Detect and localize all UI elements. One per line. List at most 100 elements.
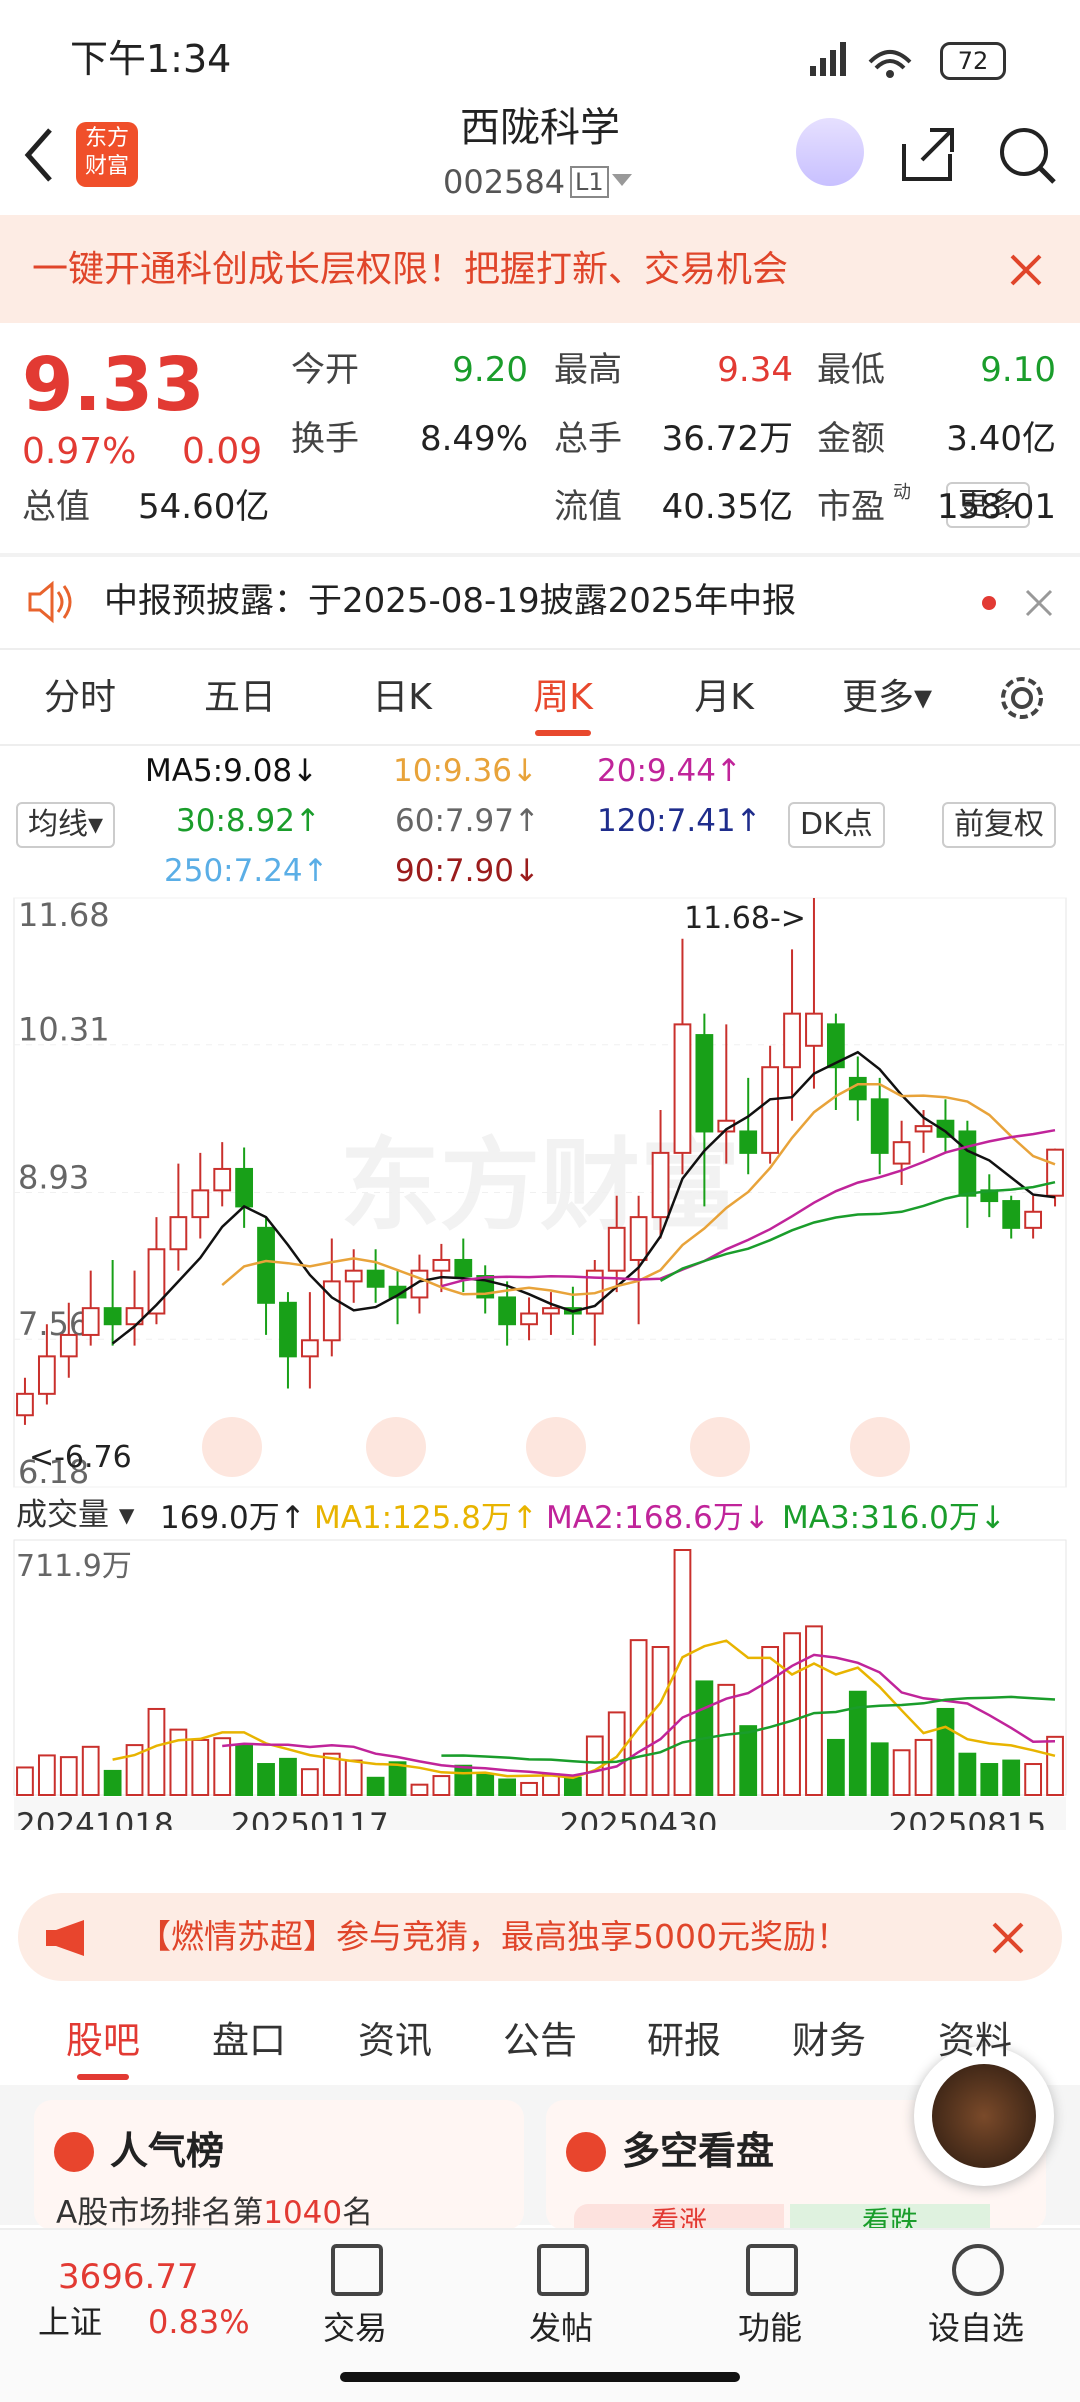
candle-body xyxy=(432,1258,451,1272)
y-tick-label: 8.93 xyxy=(18,1159,89,1197)
nav-icon[interactable] xyxy=(537,2244,589,2296)
banner-bg[interactable] xyxy=(0,215,1080,323)
y-tick-label: 11.68 xyxy=(18,896,110,934)
content-tab[interactable]: 研报 xyxy=(647,2019,721,2062)
content-tab[interactable]: 股吧 xyxy=(66,2019,140,2062)
volume-bar xyxy=(125,1744,144,1796)
volume-bar xyxy=(717,1683,736,1797)
field-label: 换手 xyxy=(291,419,359,459)
x-tick-label: 20241018 xyxy=(16,1807,174,1830)
period-tab[interactable]: 五日 xyxy=(203,677,276,718)
volume-ma-item: MA3:316.0万↓ xyxy=(782,1500,1006,1536)
index-name[interactable]: 上证 xyxy=(38,2303,103,2341)
chart-control[interactable] xyxy=(202,1417,262,1477)
card-title: 人气榜 xyxy=(110,2129,225,2173)
ma-legend-item: MA5:9.08↓ xyxy=(145,753,319,789)
ad-text[interactable]: 【燃情苏超】参与竞猜，最高独享5000元奖励！ xyxy=(138,1917,849,1956)
candle-body xyxy=(279,1301,297,1358)
ma-selector[interactable]: 均线▾ xyxy=(16,802,116,848)
divider xyxy=(0,648,1080,650)
floating-button[interactable] xyxy=(914,2046,1054,2186)
volume-max-label: 711.9万 xyxy=(16,1549,132,1584)
volume-bar xyxy=(958,1752,977,1797)
candle-body xyxy=(366,1269,385,1288)
volume-bar xyxy=(169,1728,188,1796)
volume-bar xyxy=(37,1754,56,1796)
candle-body xyxy=(914,1125,933,1133)
volume-bar xyxy=(826,1738,845,1797)
period-tab[interactable]: 日K xyxy=(372,677,432,718)
nav-icon[interactable] xyxy=(952,2244,1004,2296)
volume-selector[interactable]: 成交量 ▾ xyxy=(16,1497,135,1533)
volume-bar xyxy=(805,1625,823,1796)
ma-line xyxy=(441,1128,1056,1288)
dk-button[interactable]: DK点 xyxy=(788,802,885,848)
back-button[interactable] xyxy=(20,125,60,185)
banner-close[interactable] xyxy=(1008,252,1044,288)
candle-body xyxy=(257,1226,275,1304)
volume-bar xyxy=(103,1769,122,1797)
header-icons[interactable] xyxy=(900,124,1080,184)
nav-label[interactable]: 发帖 xyxy=(528,2309,593,2347)
candle-body xyxy=(235,1167,254,1208)
volume-ma-line xyxy=(441,1695,1056,1764)
candle-body xyxy=(147,1248,166,1315)
banner-text[interactable]: 一键开通科创成长层权限！把握打新、交易机会 xyxy=(32,249,789,290)
content-tab[interactable]: 资料 xyxy=(938,2019,1012,2062)
candle-body xyxy=(388,1285,407,1299)
chart-control[interactable] xyxy=(526,1417,586,1477)
index-pct[interactable]: 0.83% xyxy=(148,2303,250,2341)
volume-bar xyxy=(563,1776,582,1797)
ma-legend-item: 30:8.92↑ xyxy=(176,803,321,839)
chart-control[interactable] xyxy=(850,1417,910,1477)
nav-icon[interactable] xyxy=(331,2244,383,2296)
volume-bar xyxy=(257,1763,275,1797)
nav-label[interactable]: 设自选 xyxy=(927,2309,1024,2347)
index-value[interactable]: 3696.77 xyxy=(58,2257,199,2297)
volume-bar xyxy=(848,1690,867,1797)
field-value: 9.20 xyxy=(452,350,528,390)
candle-body xyxy=(958,1130,977,1197)
nav-icon[interactable] xyxy=(746,2244,798,2296)
period-tab[interactable]: 更多▾ xyxy=(841,677,933,718)
notice-text[interactable]: 中报预披露：于2025-08-19披露2025年中报 xyxy=(104,581,797,621)
notice-close[interactable] xyxy=(1024,588,1054,618)
volume-bar xyxy=(629,1639,648,1797)
candle-body xyxy=(344,1269,363,1283)
y-tick-label: 7.56 xyxy=(18,1305,89,1343)
volume-bar xyxy=(410,1783,429,1797)
card[interactable] xyxy=(34,2100,524,2230)
volume-bar xyxy=(542,1773,560,1796)
period-tab[interactable]: 分时 xyxy=(43,677,116,718)
x-tick-label: 20250117 xyxy=(231,1807,389,1830)
field-value: 158.01 xyxy=(937,487,1056,527)
megaphone-icon xyxy=(46,1920,84,1956)
field-label: 金额 xyxy=(817,419,885,459)
nav-label[interactable]: 交易 xyxy=(322,2309,387,2347)
card-title: 多空看盘 xyxy=(622,2129,775,2173)
adjust-button[interactable]: 前复权 xyxy=(942,802,1056,848)
period-tab[interactable]: 月K xyxy=(694,677,754,718)
period-tab[interactable]: 周K xyxy=(533,677,593,718)
content-tab[interactable]: 财务 xyxy=(792,2019,866,2062)
ma-legend-item: 10:9.36↓ xyxy=(393,753,538,789)
content-tab[interactable]: 资讯 xyxy=(358,2019,432,2062)
ad-close[interactable] xyxy=(990,1920,1026,1956)
candle-body xyxy=(322,1280,341,1342)
settings-icon[interactable] xyxy=(996,672,1048,724)
content-tab[interactable]: 盘口 xyxy=(212,2019,286,2062)
candle-body xyxy=(16,1392,34,1417)
dropdown-icon[interactable] xyxy=(610,170,634,190)
volume-bar xyxy=(279,1757,297,1797)
battery: 72 xyxy=(940,42,1006,80)
chart-control[interactable] xyxy=(690,1417,750,1477)
ad-bg[interactable] xyxy=(18,1893,1062,1981)
y-tick-label: 6.18 xyxy=(18,1453,89,1491)
assistant-icon[interactable] xyxy=(796,118,864,186)
candle-body xyxy=(103,1307,122,1326)
nav-label[interactable]: 功能 xyxy=(737,2309,802,2347)
content-tab[interactable]: 公告 xyxy=(503,2019,577,2062)
volume-bar xyxy=(761,1646,780,1797)
more-button[interactable]: 更多 xyxy=(946,482,1030,528)
chart-control[interactable] xyxy=(366,1417,426,1477)
